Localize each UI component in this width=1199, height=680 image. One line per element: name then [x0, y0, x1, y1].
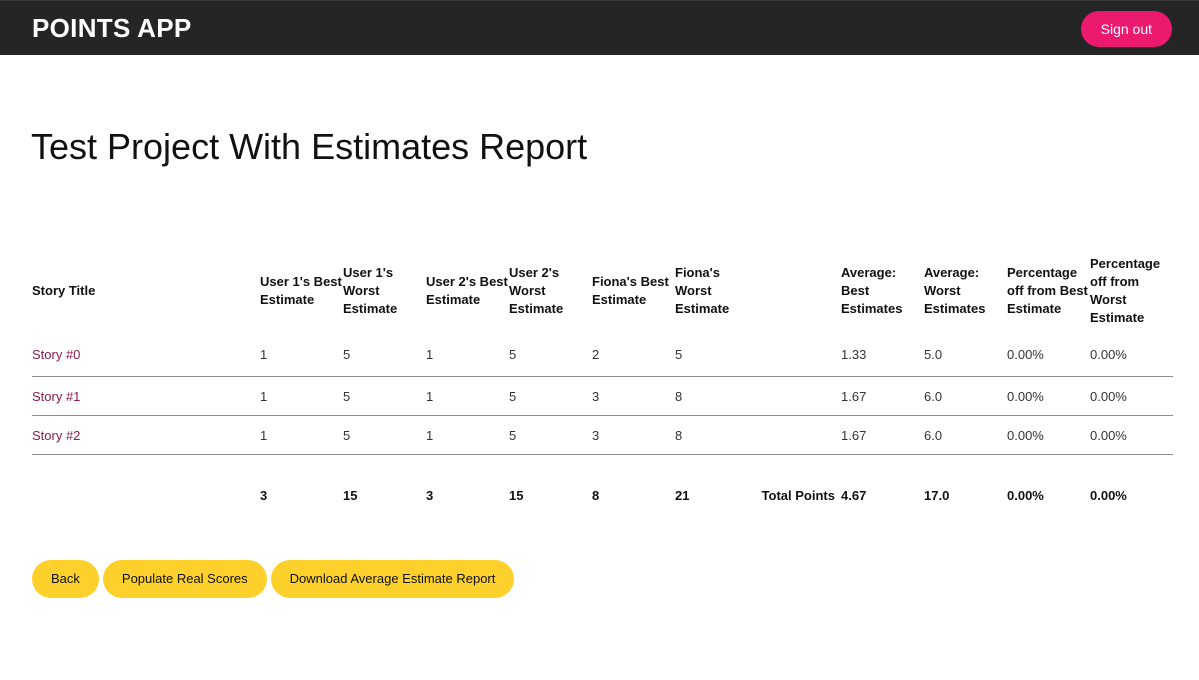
average-best-cell: 1.67: [841, 376, 924, 416]
column-header-average-best: Average: Best Estimates: [841, 265, 903, 316]
top-navbar: POINTS APP Sign out: [0, 0, 1199, 55]
table-row: Story #2 1 5 1 5 3 8 1.67 6.0 0.00% 0.00…: [32, 415, 1173, 455]
table-row: Story #0 1 5 1 5 2 5 1.33 5.0 0.00% 0.00…: [32, 332, 1173, 377]
average-worst-cell: 6.0: [924, 376, 1007, 416]
populate-real-scores-button[interactable]: Populate Real Scores: [102, 560, 267, 598]
download-average-estimate-report-button[interactable]: Download Average Estimate Report: [270, 560, 515, 598]
column-header-fiona-best: Fiona's Best Estimate: [592, 274, 669, 307]
average-worst-cell: 6.0: [924, 415, 1007, 455]
estimates-report-table: Story Title User 1's Best Estimate User …: [32, 250, 1173, 535]
pct-off-worst-cell: 0.00%: [1090, 332, 1173, 377]
sign-out-button[interactable]: Sign out: [1080, 11, 1172, 47]
fiona-best-cell: 2: [592, 332, 675, 377]
spacer-cell: [758, 376, 841, 416]
user2-worst-cell: 5: [509, 415, 592, 455]
total-user2-best: 3: [426, 487, 434, 503]
total-average-best: 4.67: [841, 487, 867, 503]
user2-best-cell: 1: [426, 415, 509, 455]
total-pct-off-best: 0.00%: [1007, 487, 1044, 503]
totals-row: 3 15 3 15 8 21 Total Points 4.67 17.0 0.…: [32, 455, 1173, 536]
user2-worst-cell: 5: [509, 332, 592, 377]
user1-worst-cell: 5: [343, 332, 426, 377]
column-header-user1-worst: User 1's Worst Estimate: [343, 265, 398, 316]
pct-off-worst-cell: 0.00%: [1090, 415, 1173, 455]
column-header-user1-best: User 1's Best Estimate: [260, 274, 342, 307]
total-fiona-worst: 21: [675, 487, 690, 503]
pct-off-best-cell: 0.00%: [1007, 332, 1090, 377]
page-title: Test Project With Estimates Report: [31, 126, 588, 167]
column-header-spacer: [758, 250, 841, 332]
total-average-worst: 17.0: [924, 487, 950, 503]
user1-worst-cell: 5: [343, 415, 426, 455]
total-user1-worst: 15: [343, 487, 358, 503]
user2-best-cell: 1: [426, 332, 509, 377]
back-button[interactable]: Back: [32, 560, 99, 598]
column-header-average-worst: Average: Worst Estimates: [924, 265, 986, 316]
column-header-pct-off-best: Percentage off from Best Estimate: [1007, 265, 1088, 316]
total-points-label: Total Points: [761, 487, 835, 503]
column-header-fiona-worst: Fiona's Worst Estimate: [675, 265, 730, 316]
fiona-worst-cell: 8: [675, 415, 758, 455]
user2-worst-cell: 5: [509, 376, 592, 416]
pct-off-best-cell: 0.00%: [1007, 415, 1090, 455]
action-buttons: Back Populate Real Scores Download Avera…: [32, 560, 515, 598]
total-fiona-best: 8: [592, 487, 600, 503]
total-user1-best: 3: [260, 487, 268, 503]
user1-worst-cell: 5: [343, 376, 426, 416]
totals-empty-cell: [32, 455, 260, 536]
user1-best-cell: 1: [260, 415, 343, 455]
fiona-best-cell: 3: [592, 376, 675, 416]
spacer-cell: [758, 332, 841, 377]
user1-best-cell: 1: [260, 376, 343, 416]
column-header-pct-off-worst: Percentage off from Worst Estimate: [1090, 256, 1161, 325]
total-pct-off-worst: 0.00%: [1090, 487, 1127, 503]
average-best-cell: 1.67: [841, 415, 924, 455]
pct-off-worst-cell: 0.00%: [1090, 376, 1173, 416]
story-link[interactable]: Story #2: [32, 427, 81, 443]
table-header-row: Story Title User 1's Best Estimate User …: [32, 250, 1173, 332]
average-worst-cell: 5.0: [924, 332, 1007, 377]
fiona-worst-cell: 8: [675, 376, 758, 416]
pct-off-best-cell: 0.00%: [1007, 376, 1090, 416]
spacer-cell: [758, 415, 841, 455]
fiona-worst-cell: 5: [675, 332, 758, 377]
user2-best-cell: 1: [426, 376, 509, 416]
column-header-user2-worst: User 2's Worst Estimate: [509, 265, 564, 316]
total-user2-worst: 15: [509, 487, 524, 503]
user1-best-cell: 1: [260, 332, 343, 377]
column-header-story-title: Story Title: [32, 283, 96, 298]
story-link[interactable]: Story #0: [32, 346, 81, 362]
average-best-cell: 1.33: [841, 332, 924, 377]
app-brand: POINTS APP: [32, 13, 192, 43]
column-header-user2-best: User 2's Best Estimate: [426, 274, 508, 307]
story-link[interactable]: Story #1: [32, 388, 81, 404]
fiona-best-cell: 3: [592, 415, 675, 455]
table-row: Story #1 1 5 1 5 3 8 1.67 6.0 0.00% 0.00…: [32, 376, 1173, 416]
